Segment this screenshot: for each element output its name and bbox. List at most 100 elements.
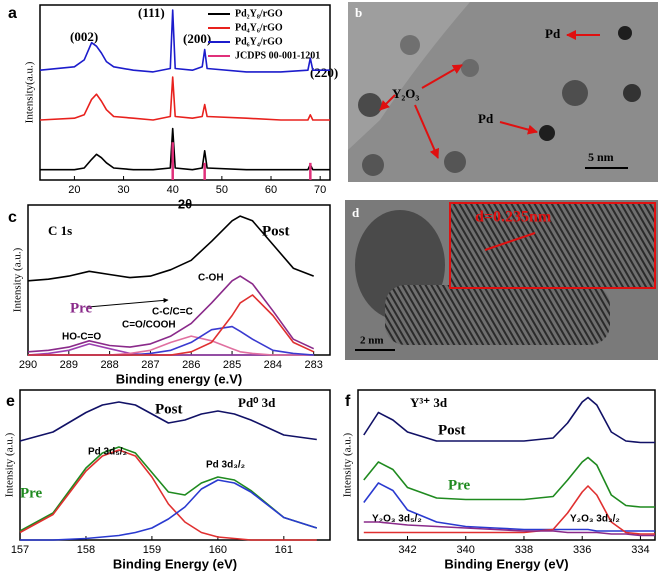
tem-image-b: b Pd Y₂O₃ Pd 5 nm xyxy=(348,2,658,182)
particle xyxy=(358,93,382,117)
annotation: Pd⁰ 3d xyxy=(238,395,276,410)
particle xyxy=(362,154,384,176)
series-label: Pre xyxy=(20,485,43,501)
x-axis-label: 2θ xyxy=(178,196,192,211)
particle xyxy=(400,35,420,55)
series-label: Pre xyxy=(448,477,471,493)
label: d=0.235nm xyxy=(475,209,552,226)
chart-panel: 20 30 40 50 60 70 2θ Intensity(a.u.) a (002) (111)… xyxy=(8,4,338,211)
arrow xyxy=(421,64,463,89)
curve xyxy=(363,521,655,537)
x-tick-label: 20 xyxy=(68,184,80,196)
curve xyxy=(39,9,330,73)
tem-image-d: d d=0.235nm 2 nm xyxy=(345,200,658,360)
x-tick-label: 287 xyxy=(141,359,159,371)
particle xyxy=(539,125,555,141)
lattice xyxy=(385,285,610,345)
label: Pd xyxy=(478,111,494,126)
legend-label: Pd₂Y₈/rGO xyxy=(235,8,283,19)
curve xyxy=(39,76,330,121)
particle xyxy=(461,59,479,77)
y-axis-label: Intensity (a.u.) xyxy=(12,247,24,312)
curve xyxy=(19,446,318,532)
x-axis-label: Binding Energy (eV) xyxy=(113,556,237,571)
series-label: HO-C=O xyxy=(62,332,101,343)
particle xyxy=(562,80,588,106)
x-tick-label: 70 xyxy=(314,184,326,196)
curve xyxy=(19,401,317,442)
annotation: Y³⁺ 3d xyxy=(410,395,448,410)
x-tick-label: 340 xyxy=(457,544,475,556)
series-label: Y₂O₃ 3d₅/₂ xyxy=(372,514,422,525)
curve xyxy=(363,396,655,444)
x-tick-label: 60 xyxy=(265,184,277,196)
series-label: Pd 3d₃/₂ xyxy=(206,460,245,471)
particle xyxy=(623,84,641,102)
marker xyxy=(484,232,536,251)
legend-label: Pd₄Y₆/rGO xyxy=(235,22,283,33)
series-label: Pre xyxy=(70,300,93,316)
panel-letter: d xyxy=(352,205,360,220)
legend-label: Pd₆Y₄/rGO xyxy=(235,36,283,47)
arrow xyxy=(499,121,538,135)
curve xyxy=(40,127,330,171)
legend-label: JCDPS 00-001-1201 xyxy=(235,50,320,61)
inset xyxy=(449,202,656,289)
x-tick-label: 30 xyxy=(117,184,129,196)
series-label: Post xyxy=(262,223,290,239)
x-tick-label: 289 xyxy=(60,359,78,371)
label: Y₂O₃ xyxy=(392,86,419,101)
curve xyxy=(19,449,317,541)
chart-panel: 290 289 288 287 286 285 284 283 Binding energy (… xyxy=(8,204,331,386)
x-tick-label: 338 xyxy=(515,544,533,556)
series-label: Post xyxy=(155,401,183,417)
scale-label: 2 nm xyxy=(360,335,384,347)
curve xyxy=(27,215,314,282)
panel-letter: f xyxy=(345,393,351,410)
annotation: (111) xyxy=(138,5,165,20)
annotation: C 1s xyxy=(48,223,72,238)
arrow xyxy=(379,94,396,111)
curve xyxy=(363,456,655,508)
y-axis-label: Intensity (a.u.) xyxy=(342,432,354,497)
x-tick-label: 50 xyxy=(216,184,228,196)
y-axis-label: Intensity(a.u.) xyxy=(24,61,36,123)
x-axis-label: Binding energy (e.V) xyxy=(116,371,242,386)
pointer xyxy=(87,297,169,308)
panel-letter: a xyxy=(8,5,17,22)
x-tick-label: 40 xyxy=(167,184,179,196)
annotation: (220) xyxy=(310,65,338,80)
panel-letter: c xyxy=(8,209,17,226)
x-tick-label: 283 xyxy=(304,359,322,371)
particle xyxy=(618,26,632,40)
plot-frame xyxy=(19,389,331,541)
curve xyxy=(20,479,318,541)
series-label: Post xyxy=(438,422,466,438)
plot-frame xyxy=(39,4,331,181)
series-label: Pd 3d₅/₂ xyxy=(88,447,127,458)
series-label: C=O/COOH xyxy=(122,320,176,331)
x-tick-label: 158 xyxy=(77,544,95,556)
arrow xyxy=(414,104,440,159)
particle xyxy=(444,151,466,173)
x-tick-label: 161 xyxy=(275,544,293,556)
panel-letter: e xyxy=(6,393,15,410)
scale-label: 5 nm xyxy=(588,150,614,164)
annotation: (200) xyxy=(183,31,211,46)
panel-letter: b xyxy=(355,5,362,20)
x-tick-label: 290 xyxy=(19,359,37,371)
plot-frame xyxy=(357,389,656,541)
series-label: Y₂O₃ 3d₃/₂ xyxy=(570,514,620,525)
x-tick-label: 285 xyxy=(223,359,241,371)
x-tick-label: 284 xyxy=(264,359,282,371)
x-tick-label: 288 xyxy=(100,359,118,371)
curve xyxy=(28,294,315,356)
chart-panel: 157 158 159 160 161 Binding Energy (eV) Intens… xyxy=(4,389,331,571)
x-tick-label: 286 xyxy=(182,359,200,371)
x-tick-label: 159 xyxy=(143,544,161,556)
x-tick-label: 334 xyxy=(631,544,649,556)
x-axis-label: Binding Energy (eV) xyxy=(444,556,568,571)
x-tick-label: 336 xyxy=(573,544,591,556)
x-tick-label: 342 xyxy=(398,544,416,556)
